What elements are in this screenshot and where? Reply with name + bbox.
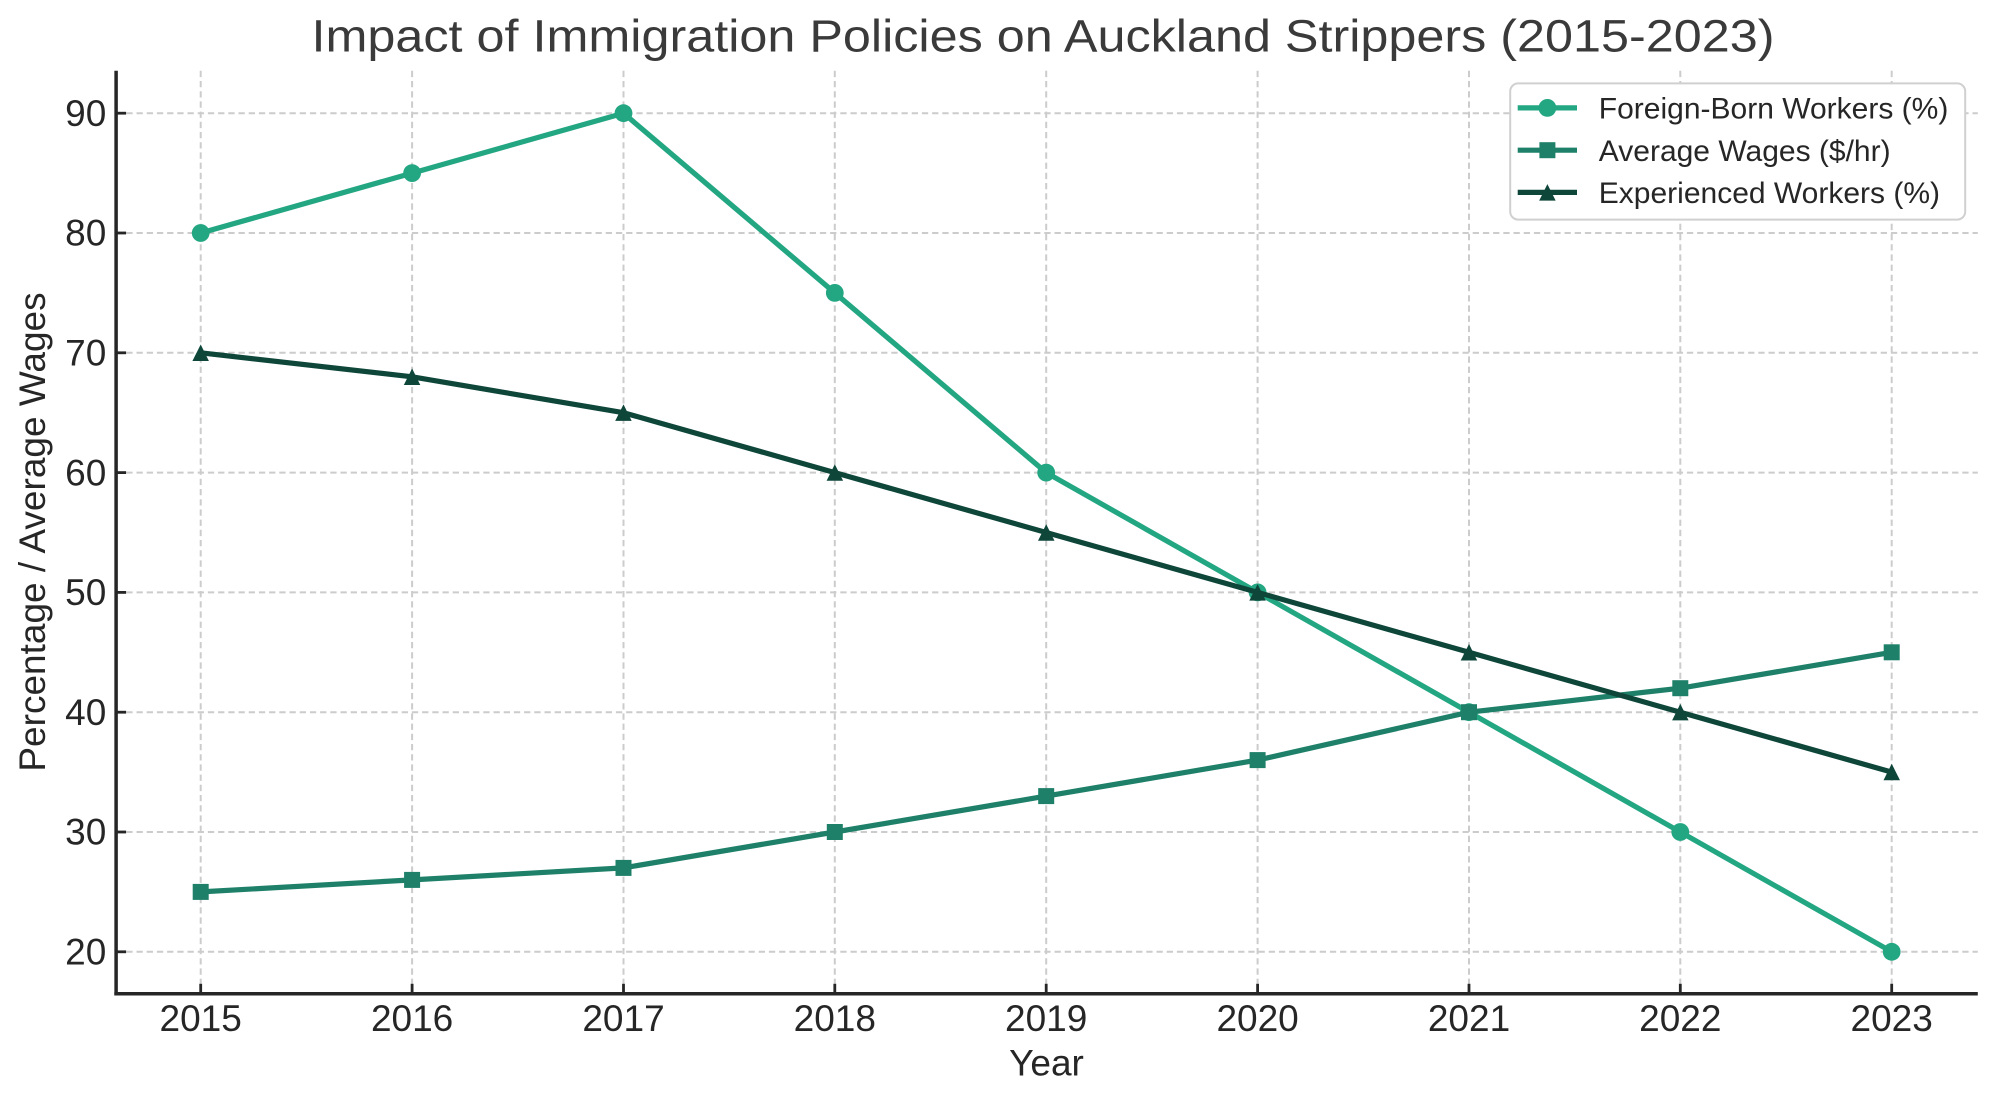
svg-text:40: 40 [65,692,106,733]
svg-text:60: 60 [65,452,106,493]
svg-text:2020: 2020 [1216,998,1298,1039]
svg-text:2023: 2023 [1851,998,1933,1039]
svg-text:Impact of Immigration Policies: Impact of Immigration Policies on Auckla… [312,11,1775,62]
svg-text:Percentage / Average Wages: Percentage / Average Wages [12,292,53,771]
svg-text:Average Wages ($/hr): Average Wages ($/hr) [1599,135,1891,168]
svg-text:2018: 2018 [794,998,876,1039]
svg-text:2022: 2022 [1639,998,1721,1039]
svg-text:2017: 2017 [582,998,664,1039]
svg-text:90: 90 [65,93,106,134]
svg-text:Experienced Workers (%): Experienced Workers (%) [1599,177,1940,210]
svg-text:Year: Year [1009,1043,1084,1084]
svg-text:Foreign-Born Workers (%): Foreign-Born Workers (%) [1599,93,1949,126]
svg-text:2016: 2016 [371,998,453,1039]
svg-text:2019: 2019 [1005,998,1087,1039]
svg-text:30: 30 [65,812,106,853]
svg-text:2015: 2015 [160,998,242,1039]
svg-text:70: 70 [65,333,106,374]
svg-text:80: 80 [65,213,106,254]
svg-text:20: 20 [65,932,106,973]
svg-text:2021: 2021 [1428,998,1510,1039]
svg-text:50: 50 [65,572,106,613]
